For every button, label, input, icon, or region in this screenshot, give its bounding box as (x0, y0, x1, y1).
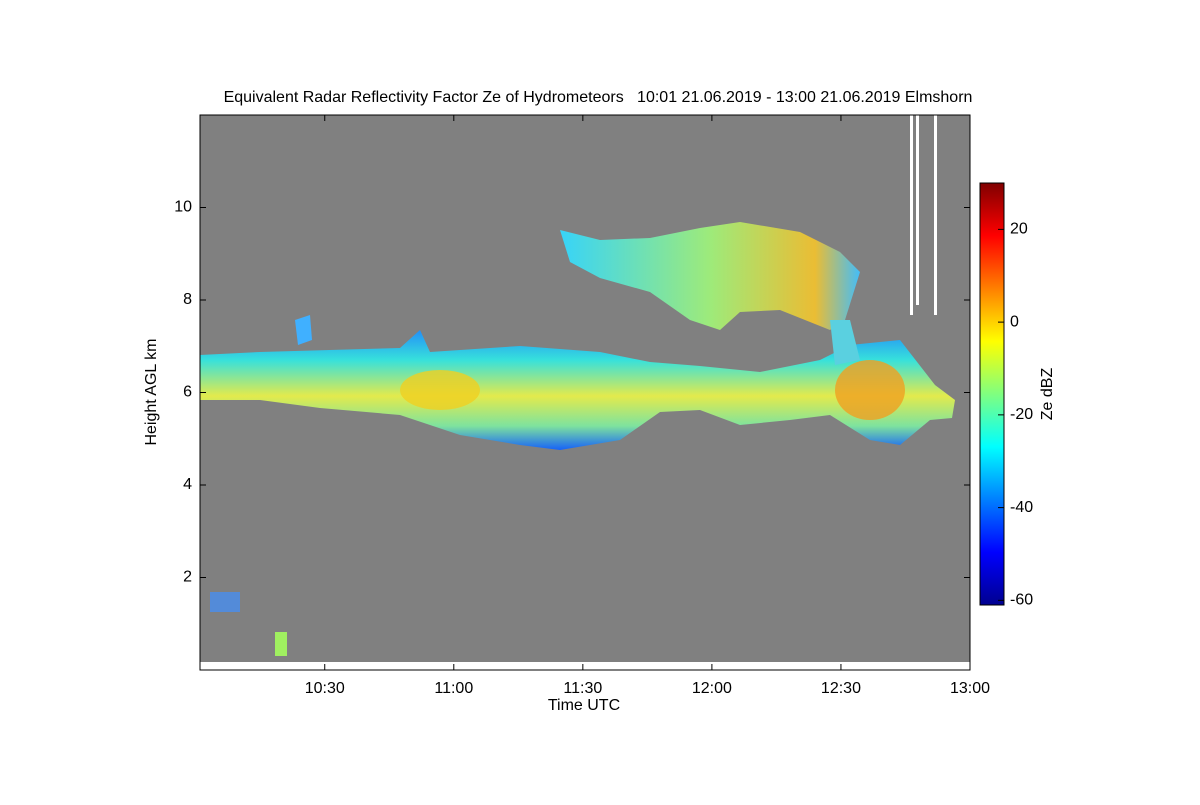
y-tick-label: 4 (183, 476, 192, 493)
colorbar-tick-label: -40 (1010, 499, 1033, 516)
y-tick-label: 10 (174, 199, 192, 216)
y-tick-label: 8 (183, 291, 192, 308)
x-tick-label: 12:30 (821, 680, 861, 697)
colorbar-tick-label: 0 (1010, 313, 1019, 330)
y-axis-label: Height AGL km (143, 338, 160, 445)
colorbar-tick-label: 20 (1010, 221, 1028, 238)
x-tick-label: 11:30 (563, 680, 602, 697)
colorbar-label: Ze dBZ (1039, 368, 1056, 421)
x-tick-label: 11:00 (434, 680, 473, 697)
y-tick-label: 2 (183, 569, 192, 586)
colorbar (979, 182, 1005, 606)
colorbar-tick-label: -20 (1010, 406, 1033, 423)
x-axis-label: Time UTC (548, 697, 620, 714)
x-tick-label: 12:00 (692, 680, 732, 697)
colorbar-tick-label: -60 (1010, 592, 1033, 609)
x-tick-label: 13:00 (950, 680, 990, 697)
x-tick-label: 10:30 (305, 680, 345, 697)
y-tick-label: 6 (183, 384, 192, 401)
reflectivity-field (200, 115, 970, 670)
chart-title: Equivalent Radar Reflectivity Factor Ze … (224, 89, 973, 106)
